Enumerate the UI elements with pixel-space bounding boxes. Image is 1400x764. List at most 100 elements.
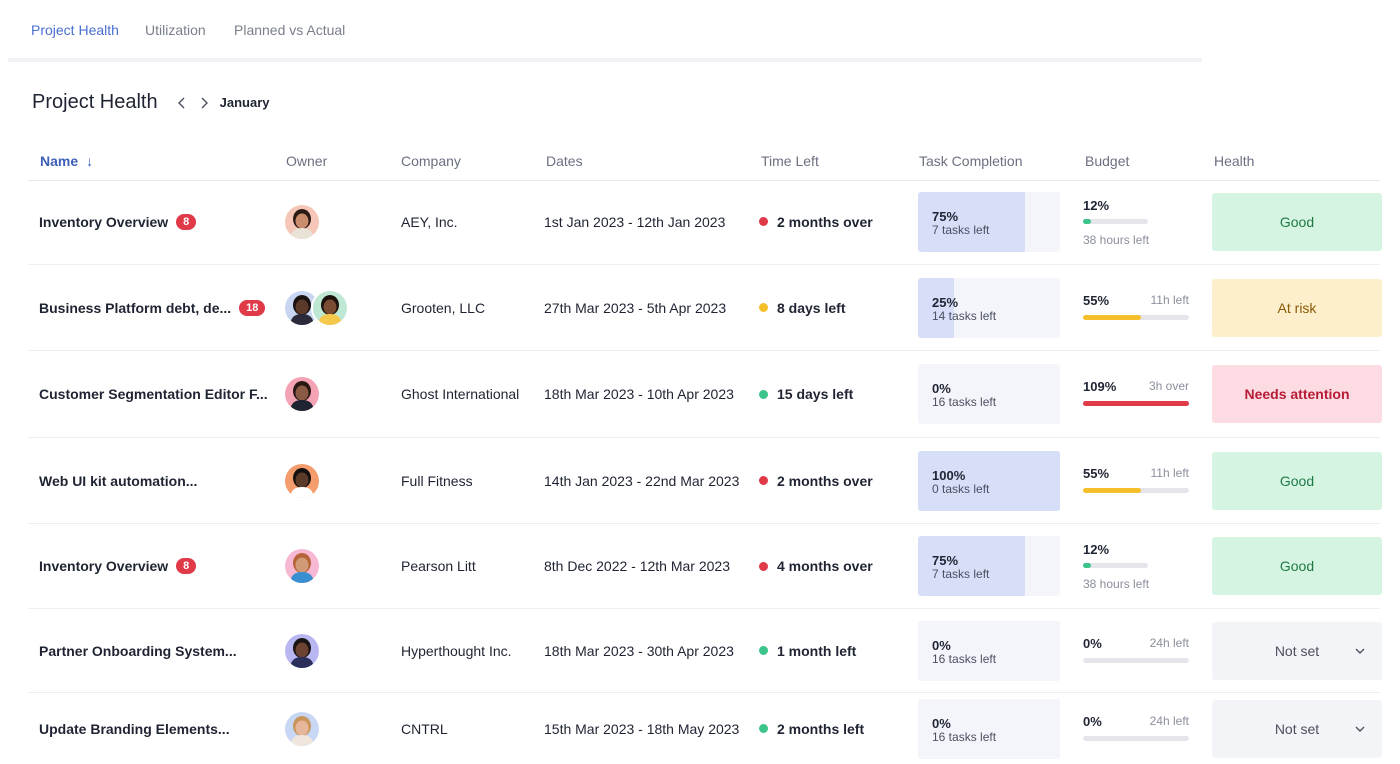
health-status[interactable]: Good [1212,537,1382,595]
owner-avatar[interactable] [283,375,321,413]
owner-cell [283,179,321,264]
budget-fill [1083,563,1091,568]
tasks-left: 7 tasks left [932,567,990,581]
project-name[interactable]: Update Branding Elements... [39,720,230,737]
project-name[interactable]: Business Platform debt, de... [39,299,232,316]
project-name-cell[interactable]: Inventory Overview 8 [39,524,197,608]
budget-track [1083,563,1148,568]
chevron-right-icon[interactable] [196,95,212,111]
tasks-left: 7 tasks left [932,222,990,237]
budget-remaining: 11h left [1150,292,1189,307]
budget-percent: 55% [1083,465,1110,481]
current-month: January [219,94,270,110]
project-name[interactable]: Inventory Overview [39,558,169,574]
column-header-dates[interactable]: Dates [546,153,583,169]
budget-progress: 12% 38 hours left [1083,536,1189,596]
dates-cell: 27th Mar 2023 - 5th Apr 2023 [544,265,726,350]
task-progress: 0% 16 tasks left [918,364,1060,424]
table-row[interactable]: Business Platform debt, de... 18 Grooten, … [28,265,1382,351]
date-range: 15th Mar 2023 - 18th May 2023 [544,720,740,737]
time-left: 8 days left [777,299,846,316]
table-row[interactable]: Inventory Overview 8 AEY, Inc. 1st Jan 2023… [28,179,1382,265]
owner-avatar[interactable] [283,709,321,748]
health-status[interactable]: Needs attention [1212,365,1382,423]
chevron-left-icon[interactable] [174,95,190,111]
column-header-budget[interactable]: Budget [1085,153,1130,169]
table-row[interactable]: Update Branding Elements... CNTRL 15th Mar… [28,693,1382,764]
budget-cell: 0% 24h left [1083,609,1189,692]
budget-cell: 109% 3h over [1083,351,1189,437]
task-percent: 25% [932,294,959,310]
budget-progress: 55% 11h left [1083,451,1189,511]
health-cell: At risk [1212,265,1382,350]
time-left-cell: 2 months over [759,438,873,523]
budget-progress: 109% 3h over [1083,364,1189,424]
project-name[interactable]: Web UI kit automation... [39,472,198,489]
column-header-time-left[interactable]: Time Left [761,153,819,169]
dates-cell: 18th Mar 2023 - 30th Apr 2023 [544,609,734,692]
chevron-down-icon[interactable] [1354,644,1366,660]
task-progress: 75% 7 tasks left [918,536,1060,596]
health-status[interactable]: Good [1212,451,1382,510]
table-row[interactable]: Inventory Overview 8 Pearson Litt 8th Dec 2… [28,524,1382,609]
health-status[interactable]: Good [1212,192,1382,251]
company-cell: AEY, Inc. [401,179,458,264]
column-header-health[interactable]: Health [1214,153,1255,169]
time-left-cell: 2 months over [759,179,873,264]
health-status[interactable]: At risk [1212,278,1382,337]
health-status[interactable]: Not set [1212,621,1382,680]
owner-avatar[interactable] [283,461,321,500]
column-header-owner[interactable]: Owner [286,153,328,169]
column-header-name[interactable]: Name ↓ [40,153,94,169]
company-cell: Hyperthought Inc. [401,609,512,692]
table-row[interactable]: Customer Segmentation Editor F... Ghost I… [28,351,1382,438]
time-left: 1 month left [777,642,857,659]
project-name-cell[interactable]: Update Branding Elements... [39,693,230,764]
company-name: Pearson Litt [401,558,476,574]
budget-track [1083,401,1189,406]
health-label: Needs attention [1244,386,1350,402]
owner-avatar[interactable] [283,202,321,241]
project-name-cell[interactable]: Inventory Overview 8 [39,179,197,264]
project-name-cell[interactable]: Business Platform debt, de... 18 [39,265,266,350]
project-name[interactable]: Inventory Overview [39,213,169,230]
budget-progress: 55% 11h left [1083,278,1189,338]
budget-percent: 55% [1083,292,1110,308]
project-name-cell[interactable]: Web UI kit automation... [39,438,197,523]
notification-badge: 8 [176,213,197,230]
project-name-cell[interactable]: Partner Onboarding System... [39,609,237,692]
task-percent: 0% [932,637,951,653]
table-row[interactable]: Web UI kit automation... Full Fitness 14th… [28,438,1382,524]
chevron-down-icon[interactable] [1354,722,1366,738]
project-name[interactable]: Partner Onboarding System... [39,642,237,659]
budget-cell: 55% 11h left [1083,265,1189,350]
date-range: 27th Mar 2023 - 5th Apr 2023 [544,299,727,316]
tab-project-health[interactable]: Project Health [31,22,119,38]
task-progress: 25% 14 tasks left [918,277,1060,338]
sort-arrow-down-icon[interactable]: ↓ [86,153,94,169]
budget-remaining: 38 hours left [1083,577,1150,591]
task-completion-cell: 75% 7 tasks left [918,179,1060,264]
tab-planned-vs-actual[interactable]: Planned vs Actual [234,22,346,38]
column-header-company[interactable]: Company [401,153,461,169]
table-row[interactable]: Partner Onboarding System... Hyperthought… [28,609,1382,693]
task-progress-fill [918,277,954,338]
task-percent: 0% [932,715,951,731]
project-name[interactable]: Customer Segmentation Editor F... [39,386,268,402]
task-progress: 100% 0 tasks left [918,450,1060,511]
owner-cell [283,609,321,692]
budget-fill [1083,218,1091,224]
date-range: 14th Jan 2023 - 22nd Mar 2023 [544,472,740,489]
column-header-task-completion[interactable]: Task Completion [919,153,1023,169]
project-name-cell[interactable]: Customer Segmentation Editor F... [39,351,268,437]
budget-cell: 12% 38 hours left [1083,179,1189,264]
owner-avatar[interactable] [311,288,349,327]
owner-avatar[interactable] [283,547,321,585]
time-left: 2 months over [777,472,873,489]
owner-avatar[interactable] [283,631,321,670]
table-header: Name ↓ Owner Company Dates Time Left Task… [28,140,1380,181]
time-left: 2 months left [777,720,865,737]
health-status[interactable]: Not set [1212,699,1382,758]
tab-utilization[interactable]: Utilization [145,22,206,38]
page-title: Project Health [32,90,158,113]
